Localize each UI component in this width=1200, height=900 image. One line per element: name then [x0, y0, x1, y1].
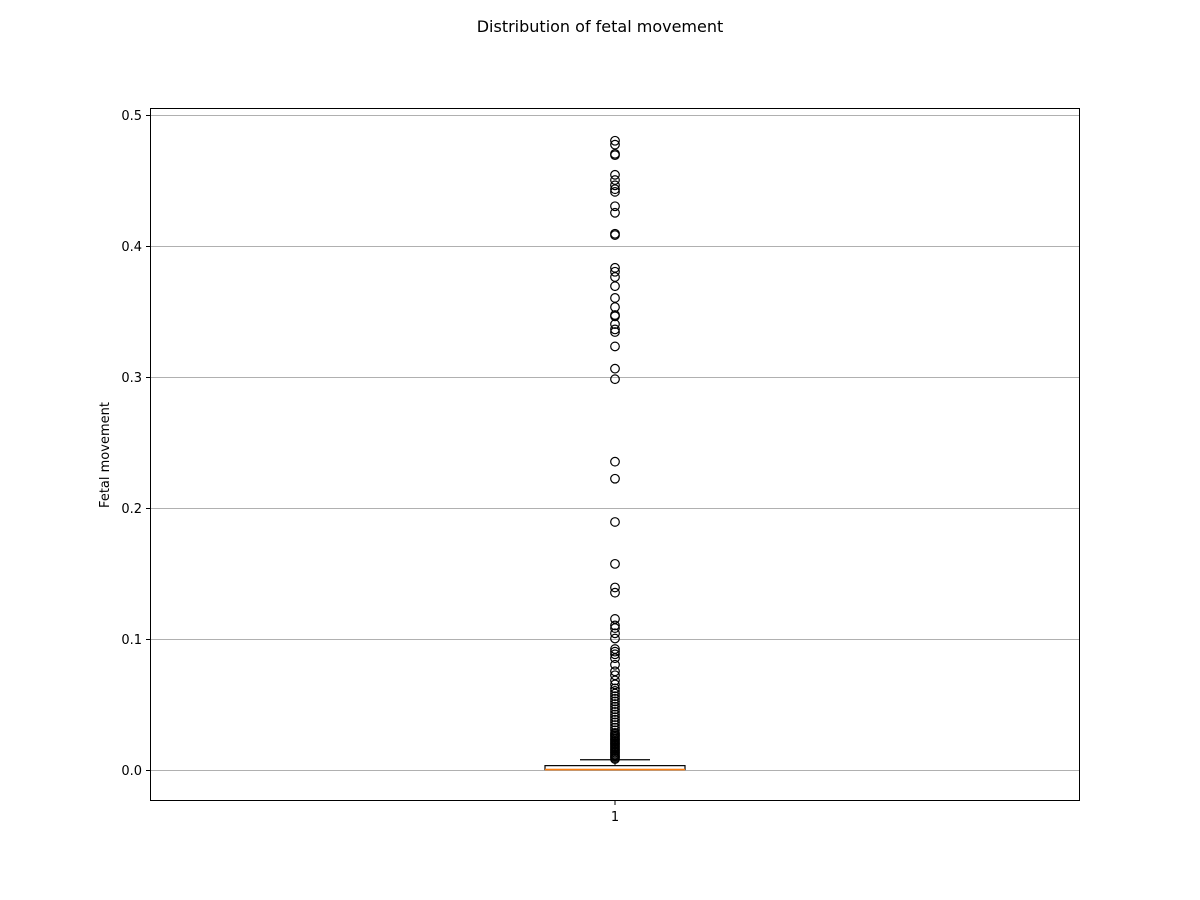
- outlier-point: [610, 582, 620, 593]
- outlier-point: [610, 186, 620, 197]
- box-plot: [544, 135, 686, 771]
- outlier-point: [610, 180, 620, 191]
- outlier-point: [610, 670, 620, 681]
- outlier-point: [610, 363, 620, 374]
- outlier-point: [610, 701, 620, 712]
- x-tick-label: 1: [611, 810, 619, 825]
- outlier-point: [610, 175, 620, 185]
- chart-title: Distribution of fetal movement: [477, 17, 724, 36]
- outlier-point: [610, 517, 620, 527]
- outlier-point: [610, 614, 620, 624]
- outlier-point: [610, 293, 620, 303]
- outlier-point: [610, 281, 620, 292]
- outlier-point: [610, 699, 620, 709]
- outlier-point: [610, 169, 620, 180]
- outlier-point: [610, 456, 620, 467]
- outlier-point: [610, 720, 620, 730]
- outlier-point: [610, 262, 620, 273]
- outlier-point: [610, 686, 620, 696]
- y-tick-label: 0.1: [121, 633, 142, 648]
- outlier-point: [610, 620, 620, 631]
- outlier-point: [610, 341, 620, 352]
- outlier-point: [610, 666, 620, 677]
- outlier-point: [610, 374, 620, 385]
- outlier-point: [610, 659, 620, 670]
- outlier-point: [610, 725, 620, 736]
- outlier-point: [610, 691, 620, 702]
- outlier-point: [610, 649, 620, 660]
- y-tick-label: 0.5: [121, 109, 142, 124]
- outlier-point: [610, 473, 620, 484]
- outlier-point: [610, 327, 620, 337]
- outlier-point: [610, 717, 620, 728]
- y-tick-label: 0.0: [121, 764, 142, 779]
- outlier-point: [610, 696, 620, 707]
- outlier-point: [610, 709, 620, 720]
- y-tick-label: 0.4: [121, 240, 142, 255]
- y-axis-label: Fetal movement: [98, 402, 113, 508]
- y-axis: 0.0 0.1 0.2 0.3 0.4 0.5: [121, 109, 150, 779]
- outlier-point: [610, 558, 620, 569]
- grid-lines: [150, 115, 1080, 771]
- outlier-point: [610, 207, 620, 218]
- outlier-point: [610, 266, 620, 277]
- outlier-point: [610, 139, 620, 150]
- outlier-point: [610, 201, 620, 212]
- outlier-point: [610, 228, 620, 239]
- outlier-point: [610, 712, 620, 723]
- outlier-point: [610, 707, 620, 717]
- outlier-point: [610, 633, 620, 644]
- outlier-point: [610, 646, 620, 657]
- outlier-point: [610, 324, 620, 335]
- outlier-point: [610, 722, 620, 733]
- y-tick-label: 0.2: [121, 502, 142, 517]
- y-tick-label: 0.3: [121, 371, 142, 386]
- outlier-point: [610, 310, 620, 320]
- outlier-point: [610, 135, 620, 146]
- outlier-point: [610, 727, 620, 738]
- outlier-point: [610, 587, 620, 598]
- plot-frame: [150, 108, 1080, 801]
- outlier-point: [610, 683, 620, 694]
- outlier-point: [610, 714, 620, 725]
- outlier-point: [610, 628, 620, 639]
- outlier-point: [610, 704, 620, 715]
- x-axis: 1: [611, 801, 619, 825]
- outlier-point: [610, 644, 620, 654]
- outlier-point: [610, 693, 620, 704]
